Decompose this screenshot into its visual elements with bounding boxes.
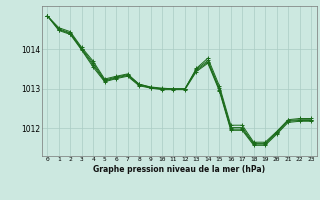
X-axis label: Graphe pression niveau de la mer (hPa): Graphe pression niveau de la mer (hPa)	[93, 165, 265, 174]
